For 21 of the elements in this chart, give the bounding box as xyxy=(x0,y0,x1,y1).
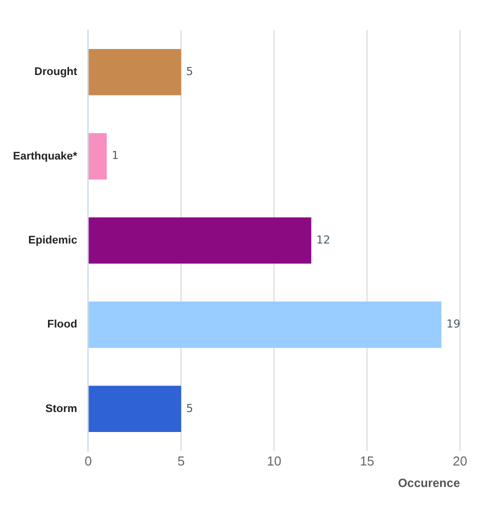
x-tick-label: 10 xyxy=(266,453,282,468)
x-tick-label: 20 xyxy=(452,453,468,468)
bar xyxy=(88,386,182,432)
x-axis-title: Occurence xyxy=(398,476,460,490)
y-tick-label: Drought xyxy=(34,66,78,78)
y-tick-label: Epidemic xyxy=(28,234,78,247)
x-tick-label: 5 xyxy=(178,453,185,468)
data-label: 19 xyxy=(446,318,460,331)
x-tick-label: 0 xyxy=(84,453,92,468)
bar xyxy=(88,48,182,96)
bar xyxy=(88,217,312,264)
y-tick-label: Storm xyxy=(45,402,78,415)
y-tick-label: Flood xyxy=(47,318,78,331)
data-label: 1 xyxy=(112,149,119,162)
data-label: 5 xyxy=(186,402,194,415)
bar xyxy=(88,302,442,348)
data-label: 12 xyxy=(316,233,330,246)
x-tick-label: 15 xyxy=(360,453,374,468)
y-tick-label: Earthquake* xyxy=(12,150,78,162)
bar xyxy=(88,133,107,180)
data-label: 5 xyxy=(186,64,194,78)
